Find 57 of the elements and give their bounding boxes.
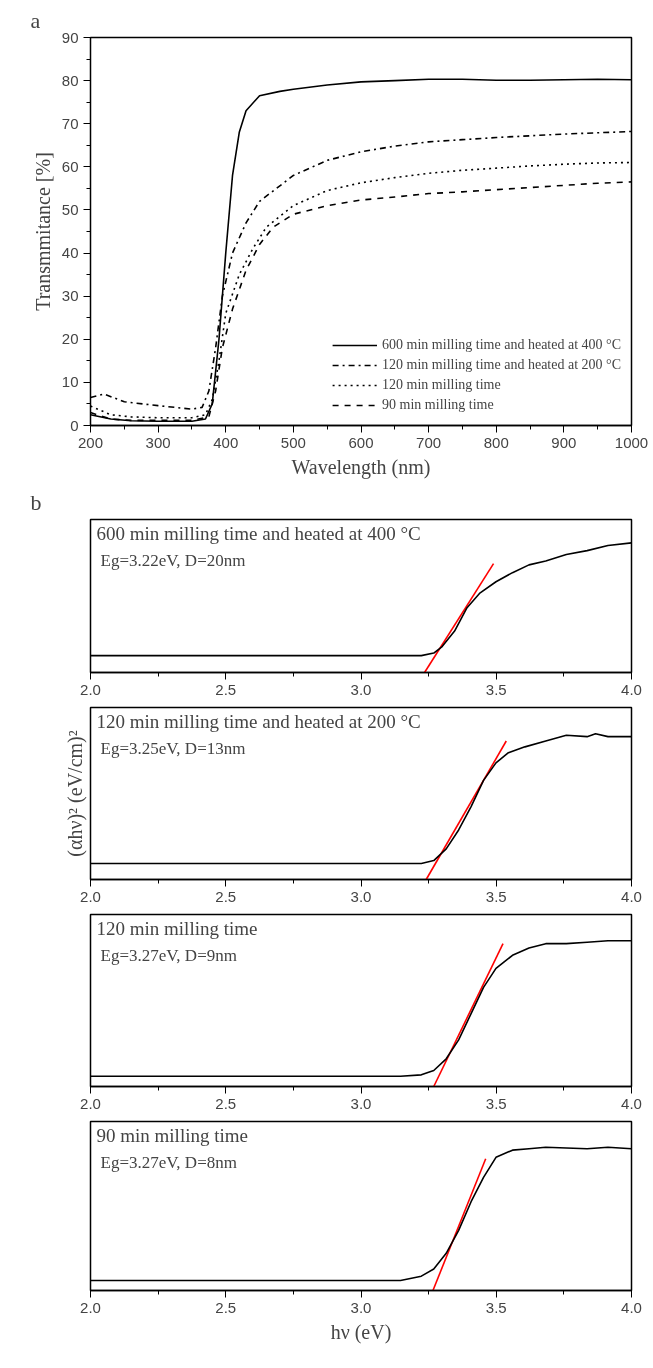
x-tick-label: 2.5 xyxy=(215,680,237,698)
chart-title: b xyxy=(30,489,42,515)
x-tick-label: 3.5 xyxy=(485,1094,507,1112)
x-tick-label: 4.0 xyxy=(621,680,642,698)
y-axis-title: Transmmitance [%] xyxy=(31,152,54,311)
y-tick-label: 30 xyxy=(61,287,79,305)
x-axis-title: hν (eV) xyxy=(330,1320,392,1344)
y-tick-label: 20 xyxy=(61,330,79,348)
y-tick-label: 90 xyxy=(61,28,79,46)
x-tick-label: 200 xyxy=(77,433,104,451)
x-tick-label: 2.5 xyxy=(215,1298,237,1316)
text: 90 min milling time xyxy=(96,1124,248,1146)
x-tick-label: 2.0 xyxy=(80,680,101,698)
x-tick-label: 4.0 xyxy=(621,887,642,905)
x-tick-label: 3.0 xyxy=(350,1094,372,1112)
legend-label: 90 min milling time xyxy=(382,397,494,413)
x-tick-label: 1000 xyxy=(614,433,649,451)
text: 120 min milling time and heated at 200 °C xyxy=(96,710,421,732)
y-tick-label: 70 xyxy=(61,114,79,132)
y-tick-label: 60 xyxy=(61,157,79,175)
x-tick-label: 3.0 xyxy=(350,680,372,698)
x-tick-label: 2.5 xyxy=(215,887,237,905)
x-tick-label: 3.5 xyxy=(485,680,507,698)
x-tick-label: 300 xyxy=(145,433,171,451)
annotation: Eg=3.27eV, D=9nm xyxy=(100,945,237,965)
x-tick-label: 4.0 xyxy=(621,1094,642,1112)
y-tick-label: 50 xyxy=(61,200,79,218)
x-tick-label: 3.5 xyxy=(485,887,507,905)
x-tick-label: 700 xyxy=(416,433,442,451)
x-tick-label: 2.5 xyxy=(215,1094,237,1112)
x-tick-label: 500 xyxy=(280,433,306,451)
text: 120 min milling time xyxy=(96,917,258,939)
annotation: Eg=3.27eV, D=8nm xyxy=(100,1152,237,1172)
x-tick-label: 900 xyxy=(551,433,577,451)
x-tick-label: 400 xyxy=(213,433,239,451)
y-tick-label: 10 xyxy=(61,373,79,391)
annotation: Eg=3.25eV, D=13nm xyxy=(100,738,246,758)
x-tick-label: 800 xyxy=(483,433,509,451)
x-tick-label: 3.0 xyxy=(350,1298,372,1316)
x-tick-label: 3.0 xyxy=(350,887,372,905)
x-tick-label: 600 xyxy=(348,433,374,451)
y-tick-label: 80 xyxy=(61,71,79,89)
legend-label: 600 min milling time and heated at 400 °C xyxy=(382,337,621,353)
y-tick-label: 0 xyxy=(70,416,79,434)
legend-label: 120 min milling time and heated at 200 °C xyxy=(382,357,621,373)
x-tick-label: 2.0 xyxy=(80,887,101,905)
legend-label: 120 min milling time xyxy=(382,377,501,393)
x-tick-label: 3.5 xyxy=(485,1298,507,1316)
x-tick-label: 4.0 xyxy=(621,1298,642,1316)
x-tick-label: 2.0 xyxy=(80,1298,101,1316)
annotation: 600 min milling time and heated at 400 °C xyxy=(96,522,421,544)
chart-title: a xyxy=(30,7,41,33)
y-tick-label: 40 xyxy=(61,244,79,262)
x-tick-label: 2.0 xyxy=(80,1094,101,1112)
annotation: Eg=3.22eV, D=20nm xyxy=(100,550,246,570)
y-axis-title: (αhν)² (eV/cm)² xyxy=(63,730,87,857)
x-axis-title: Wavelength (nm) xyxy=(291,455,431,479)
